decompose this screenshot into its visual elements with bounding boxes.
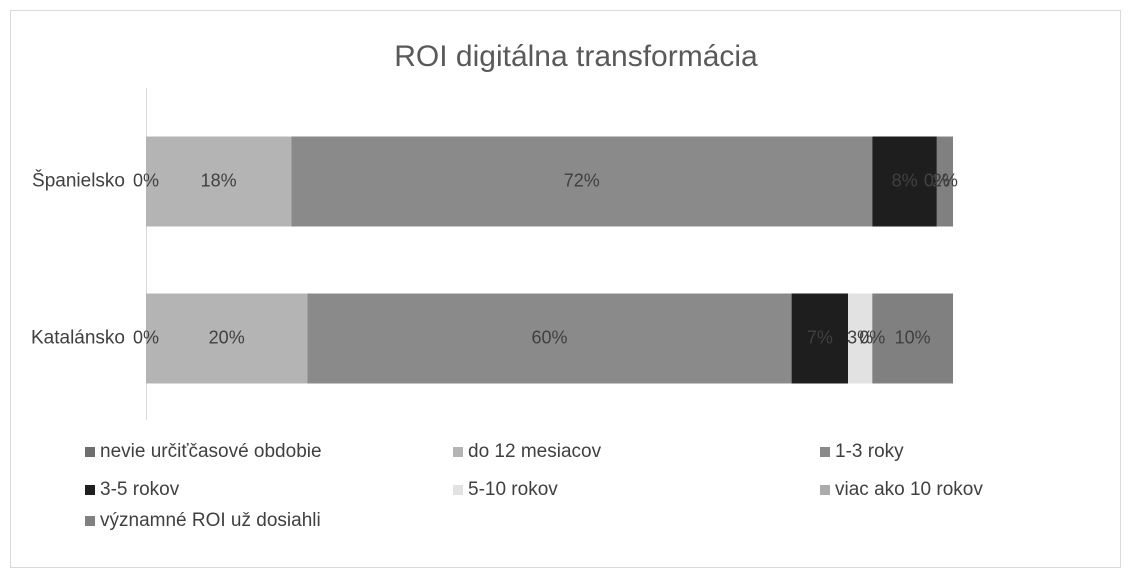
data-label: 10% (895, 327, 931, 347)
data-label: 8% (892, 170, 918, 190)
data-label: 60% (531, 327, 567, 347)
legend-label: 5-10 rokov (468, 479, 558, 500)
data-label: 3% (847, 327, 873, 347)
data-label: 0% (859, 327, 885, 347)
data-label: 0% (133, 327, 159, 347)
bar-segment (146, 136, 292, 227)
bar-segment (291, 136, 873, 227)
legend-label: do 12 mesiacov (468, 441, 602, 462)
data-label: 0% (924, 170, 950, 190)
bar-segment (872, 136, 937, 227)
legend-swatch (85, 485, 95, 495)
bar-segment (146, 293, 308, 384)
data-label: 20% (209, 327, 245, 347)
data-label: 0% (924, 170, 950, 190)
data-label: 72% (564, 170, 600, 190)
y-tick-label: Španielsko (32, 170, 125, 192)
bar-segment (872, 293, 953, 384)
data-label: 2% (932, 170, 958, 190)
legend-swatch (85, 447, 95, 457)
bar-segment (307, 293, 792, 384)
data-label: 18% (201, 170, 237, 190)
legend-swatch (453, 447, 463, 457)
legend-swatch (820, 485, 830, 495)
bar-segment (848, 293, 873, 384)
legend-swatch (453, 485, 463, 495)
chart-frame (10, 10, 1121, 568)
y-tick-label: Katalánsko (31, 328, 125, 349)
data-label: 7% (807, 327, 833, 347)
legend-label: viac ako 10 rokov (835, 479, 983, 500)
legend-label: 3-5 rokov (100, 479, 180, 500)
bar-segment (791, 293, 849, 384)
legend-label: významné ROI už dosiahli (100, 510, 321, 531)
legend-swatch (85, 516, 95, 526)
legend-label: 1-3 roky (835, 441, 904, 462)
chart-title: ROI digitálna transformácia (394, 40, 758, 73)
legend-label: nevie určiťčasové obdobie (100, 441, 322, 462)
data-label: 0% (133, 170, 159, 190)
legend-swatch (820, 447, 830, 457)
bar-segment (936, 136, 953, 227)
